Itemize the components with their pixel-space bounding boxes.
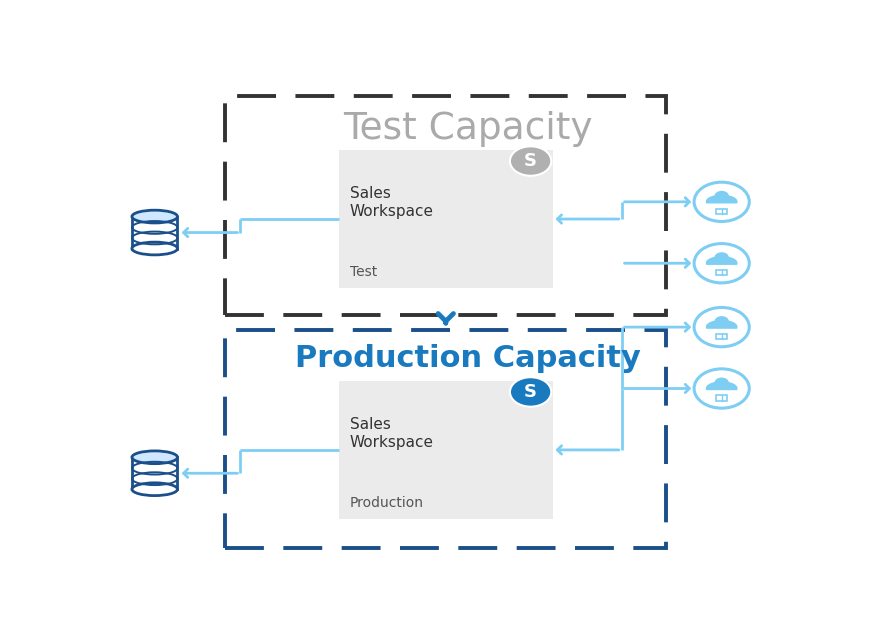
Circle shape [694,308,749,347]
Circle shape [510,377,551,406]
Bar [716,334,727,339]
Polygon shape [707,382,737,389]
Text: Sales
Workspace: Sales Workspace [350,186,434,219]
Bar [339,381,553,519]
Bar [716,270,727,276]
Circle shape [694,182,749,221]
Circle shape [715,191,729,201]
Polygon shape [132,457,177,489]
Ellipse shape [132,483,177,496]
Circle shape [715,316,729,326]
Bar [339,151,553,288]
Polygon shape [707,256,737,264]
Circle shape [694,369,749,408]
Text: Production: Production [350,496,424,510]
Bar [716,209,727,214]
Polygon shape [132,216,177,248]
Ellipse shape [132,210,177,223]
Ellipse shape [132,242,177,255]
Bar [225,330,667,548]
Bar [716,395,727,401]
Text: Test: Test [350,265,377,279]
Text: S: S [524,152,538,170]
Circle shape [694,244,749,283]
Text: Sales
Workspace: Sales Workspace [350,417,434,450]
Text: S: S [524,383,538,401]
Bar [225,96,667,315]
Circle shape [510,146,551,176]
Polygon shape [707,321,737,328]
Text: Production Capacity: Production Capacity [295,345,641,373]
Circle shape [715,252,729,262]
Ellipse shape [132,451,177,464]
Polygon shape [707,195,737,203]
Circle shape [715,378,729,388]
Text: Test Capacity: Test Capacity [343,111,593,147]
